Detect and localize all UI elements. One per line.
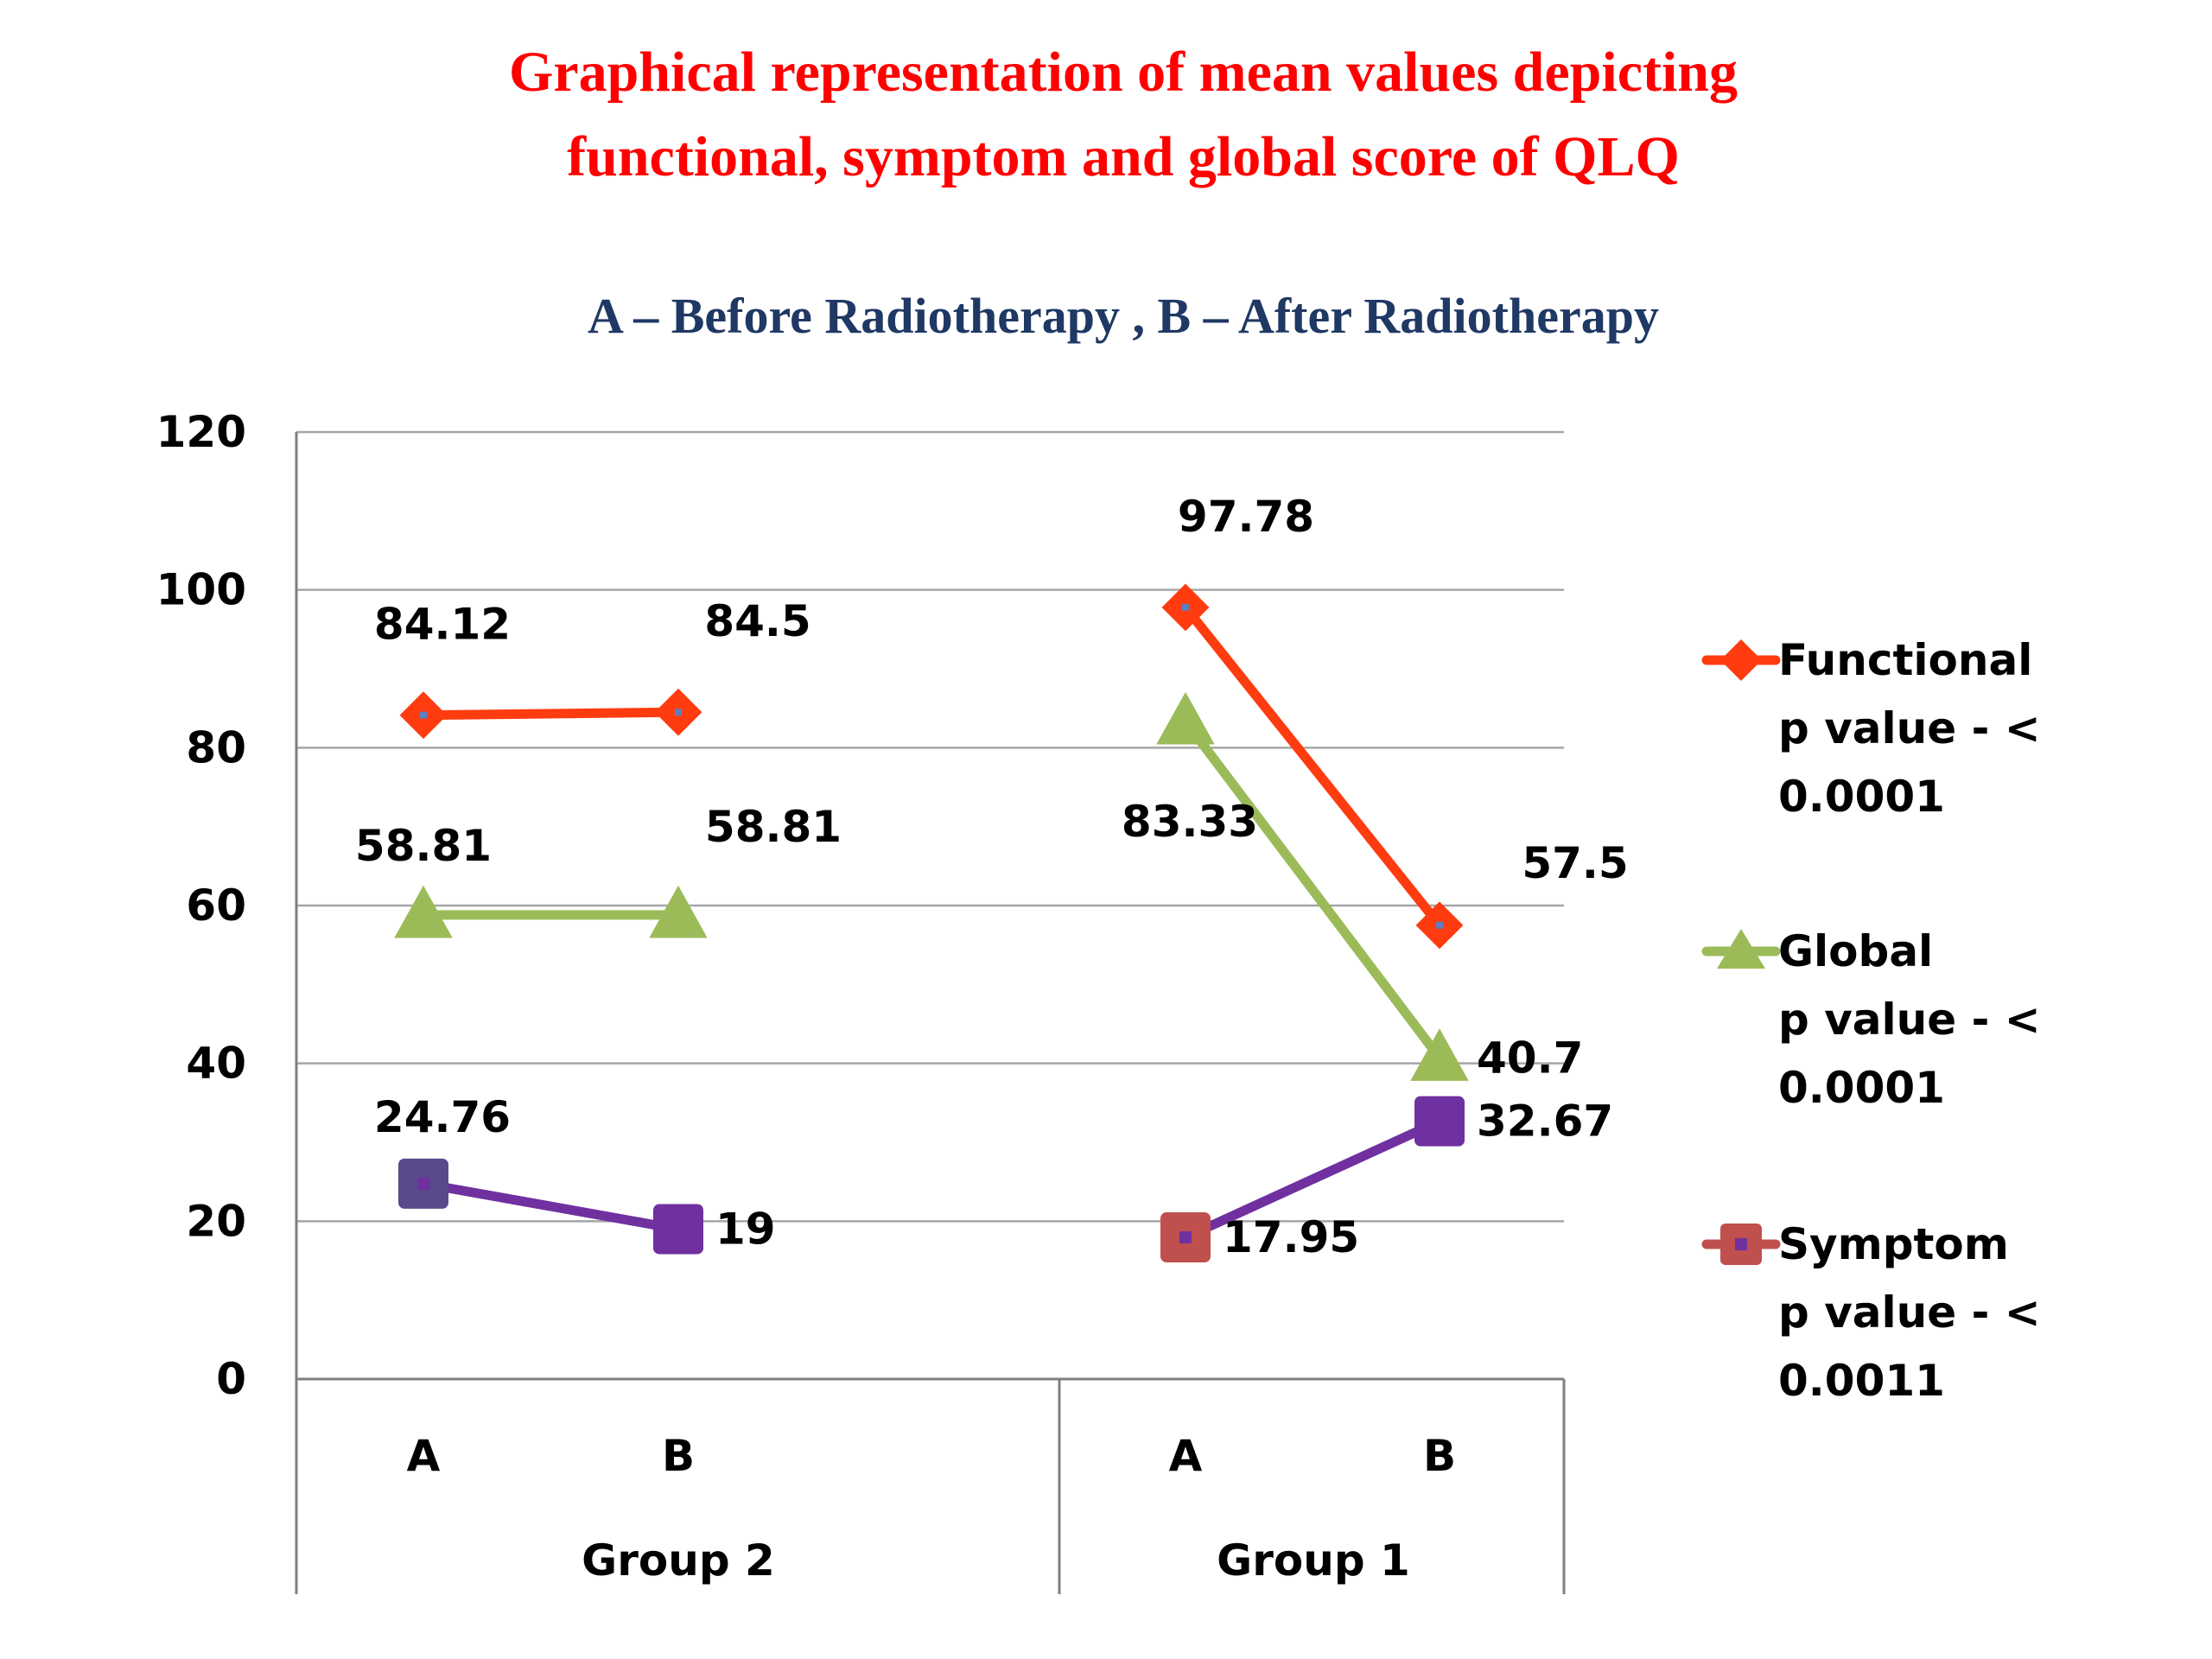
y-tick-label-60: 60 (186, 880, 246, 931)
y-tick-label-120: 120 (156, 407, 246, 457)
series-line-symptom-group-2 (1180, 1116, 1445, 1243)
data-label-global-1-1: 58.81 (355, 821, 492, 871)
legend-marker-symptom-center (1735, 1238, 1747, 1250)
point-functional-group-2-a-center (420, 711, 427, 719)
series-line-symptom-group-1 (418, 1179, 683, 1234)
point-symptom-group-2-b-center (672, 1223, 684, 1236)
x-tick-label-group-1-b: B (1423, 1431, 1456, 1481)
legend-symptom-line-3: 0.0011 (1778, 1356, 1945, 1406)
data-label-functional-2-2: 57.5 (1522, 838, 1628, 888)
legend-functional-line-1: Functional (1778, 635, 2032, 685)
x-tick-label-group-2-a: A (407, 1431, 441, 1481)
legend-functional-line-2: p value - < (1778, 703, 2041, 753)
point-functional-group-1-a-center (1182, 603, 1189, 611)
legend-functional-line-3: 0.0001 (1778, 772, 1945, 822)
legend-global-line-3: 0.0001 (1778, 1063, 1945, 1113)
legend-global-line-1: Global (1778, 926, 1933, 976)
data-label-global-2-1: 83.33 (1122, 797, 1258, 847)
data-label-symptom-2-1: 17.95 (1223, 1212, 1359, 1262)
y-tick-label-80: 80 (186, 722, 246, 772)
axes: 0 20 40 60 80 100 120 A B Group 2 A B Group 1 (156, 407, 1566, 1594)
series-line-functional-group-2 (1180, 602, 1445, 931)
data-labels: 84.12 84.5 97.78 57.5 58.81 58.81 83.33 40.7 24.… (355, 492, 1629, 1262)
group-label-group-1: Group 1 (1217, 1535, 1410, 1586)
point-global-group-2-b (649, 885, 708, 938)
legend-symptom-line-2: p value - < (1778, 1287, 2041, 1338)
series-line-global-group-2 (1180, 716, 1445, 1063)
data-label-functional-2-1: 97.78 (1178, 492, 1314, 542)
point-symptom-group-2-a-center (417, 1177, 429, 1190)
data-label-symptom-1-1: 24.76 (374, 1092, 511, 1142)
group-label-group-2: Group 2 (582, 1535, 775, 1586)
x-tick-label-group-2-b: B (662, 1431, 695, 1481)
chart-title-line-2: functional, symptom and global score of … (567, 125, 1680, 188)
data-label-functional-1-1: 84.12 (374, 600, 511, 650)
point-global-group-2-a (394, 885, 453, 938)
point-functional-group-2-b-center (675, 709, 682, 716)
series-line-functional-group-1 (418, 707, 683, 721)
chart-title-line-1: Graphical representation of mean values … (509, 41, 1738, 104)
point-symptom-group-1-b-center (1433, 1115, 1446, 1128)
y-tick-label-40: 40 (186, 1039, 246, 1089)
y-tick-label-100: 100 (156, 565, 246, 615)
legend: Functional p value - < 0.0001 Global p value… (1701, 635, 2041, 1406)
y-tick-label-20: 20 (186, 1196, 246, 1246)
data-label-symptom-2-2: 32.67 (1477, 1096, 1613, 1147)
data-label-functional-1-2: 84.5 (704, 596, 810, 646)
data-label-symptom-1-2: 19 (715, 1204, 776, 1254)
x-tick-label-group-1-a: A (1169, 1431, 1203, 1481)
data-label-global-2-2: 40.7 (1477, 1033, 1583, 1083)
data-label-global-1-2: 58.81 (705, 802, 842, 852)
legend-symptom-line-1: Symptom (1778, 1219, 2009, 1269)
point-symptom-group-1-a-center (1179, 1231, 1192, 1244)
y-tick-label-0: 0 (216, 1354, 246, 1404)
point-functional-group-1-b-center (1436, 921, 1443, 929)
chart-subtitle: A – Before Radiotherapy , B – After Radi… (588, 288, 1659, 344)
point-global-group-1-a (1156, 691, 1215, 745)
legend-marker-global (1717, 929, 1765, 969)
legend-global-line-2: p value - < (1778, 995, 2041, 1045)
point-global-group-1-b (1410, 1028, 1469, 1081)
legend-marker-functional (1720, 639, 1762, 681)
series-lines (394, 583, 1469, 1263)
gridlines (296, 430, 1564, 1223)
